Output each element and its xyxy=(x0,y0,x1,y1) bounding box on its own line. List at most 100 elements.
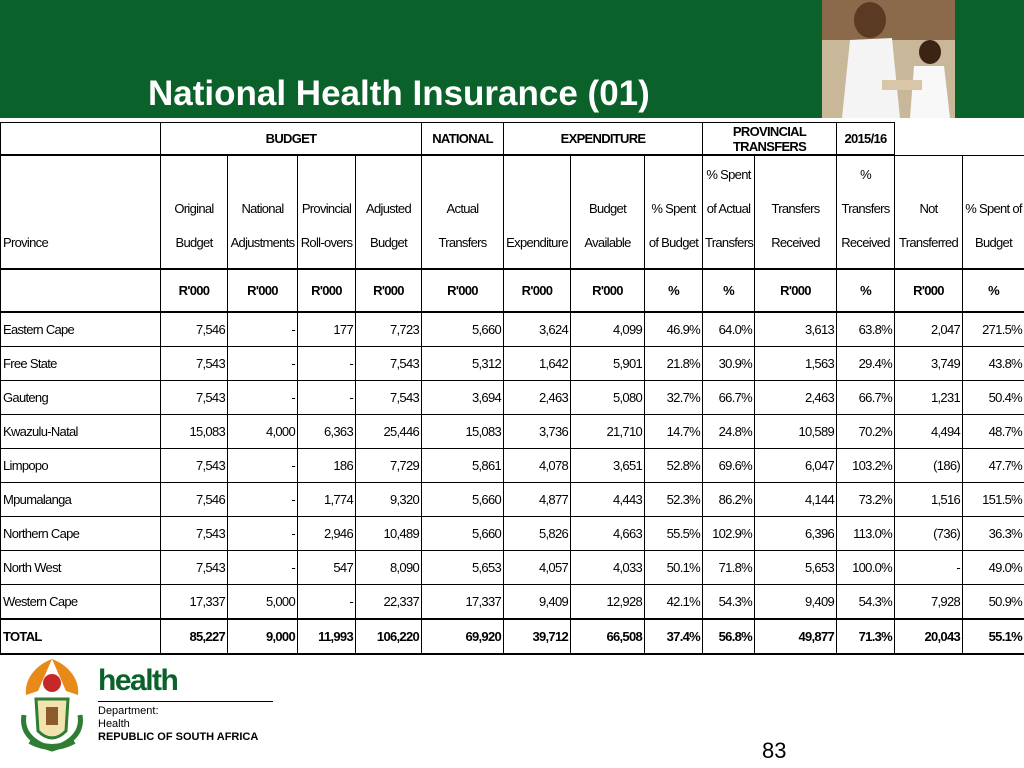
unit-cell: % xyxy=(644,268,704,313)
table-cell: - xyxy=(227,380,298,415)
table-cell: 66,508 xyxy=(570,618,646,655)
table-cell: 7,729 xyxy=(354,448,423,483)
unit-cell: R'000 xyxy=(354,268,423,313)
column-header: % Spent of Actual Transfers xyxy=(702,154,756,270)
table-cell: 50.4% xyxy=(962,380,1024,415)
table-row: North West 7,543-547 8,090 5,653 4,057 4,033 5… xyxy=(0,550,1024,585)
table-cell: 5,660 xyxy=(421,516,505,551)
row-label: Western Cape xyxy=(0,584,161,620)
table-cell: 1,774 xyxy=(297,482,356,517)
unit-cell: % xyxy=(702,268,756,313)
unit-cell: R'000 xyxy=(421,268,505,313)
table-cell: 21.8% xyxy=(644,346,704,381)
table-cell: 10,489 xyxy=(354,516,423,551)
table-cell: 5,826 xyxy=(503,516,572,551)
table-cell: 14.7% xyxy=(644,414,704,449)
table-cell: 151.5% xyxy=(962,482,1024,517)
table-cell: 1,642 xyxy=(503,346,572,381)
table-cell: 39,712 xyxy=(503,618,572,655)
table-cell: 106,220 xyxy=(354,618,423,655)
table-cell: 73.2% xyxy=(836,482,896,517)
table-cell: 7,543 xyxy=(160,550,228,585)
table-cell: - xyxy=(227,346,298,381)
column-header: Province xyxy=(0,154,161,270)
column-header: % Spent of Budget xyxy=(644,154,704,270)
table-cell: 3,624 xyxy=(503,311,572,347)
table-cell: 5,000 xyxy=(227,584,298,620)
table-cell: 5,653 xyxy=(421,550,505,585)
table-cell: 15,083 xyxy=(421,414,505,449)
table-cell: 177 xyxy=(297,311,356,347)
column-header: Transfers Received xyxy=(754,154,838,270)
column-header: Original Budget xyxy=(160,154,228,270)
table-cell: 4,663 xyxy=(570,516,646,551)
table-cell: 50.1% xyxy=(644,550,704,585)
column-header: Not Transferred xyxy=(894,154,964,270)
table-cell: 4,144 xyxy=(754,482,838,517)
table-cell: 55.5% xyxy=(644,516,704,551)
table-cell: 4,033 xyxy=(570,550,646,585)
table-cell: 7,543 xyxy=(160,516,228,551)
table-cell: - xyxy=(297,584,356,620)
table-cell: 66.7% xyxy=(836,380,896,415)
unit-cell: R'000 xyxy=(227,268,298,313)
table-cell: 30.9% xyxy=(702,346,756,381)
table-row: Limpopo 7,543-186 7,729 5,861 4,078 3,651 52.8… xyxy=(0,448,1024,483)
unit-cell: R'000 xyxy=(297,268,356,313)
table-cell: - xyxy=(894,550,964,585)
table-cell: 271.5% xyxy=(962,311,1024,347)
table-cell: 17,337 xyxy=(160,584,228,620)
table-cell: 102.9% xyxy=(702,516,756,551)
table-cell: 4,494 xyxy=(894,414,964,449)
country: REPUBLIC OF SOUTH AFRICA xyxy=(98,731,259,743)
header-photo xyxy=(822,0,955,118)
table-cell: 103.2% xyxy=(836,448,896,483)
table-cell: 10,589 xyxy=(754,414,838,449)
row-label: Northern Cape xyxy=(0,516,161,551)
column-header: % Transfers Received xyxy=(836,154,896,270)
blank-cell xyxy=(0,268,161,313)
table-cell: 66.7% xyxy=(702,380,756,415)
table-cell: 12,928 xyxy=(570,584,646,620)
table-cell: 15,083 xyxy=(160,414,228,449)
table-cell: 7,543 xyxy=(160,380,228,415)
column-header: National Adjustments xyxy=(227,154,298,270)
table-row: Mpumalanga 7,546-1,774 9,320 5,660 4,877 4,44… xyxy=(0,482,1024,517)
table-cell: 50.9% xyxy=(962,584,1024,620)
table-cell: 54.3% xyxy=(836,584,896,620)
table-row: Free State 7,543- -7,543 5,312 1,642 5,901 21.… xyxy=(0,346,1024,381)
table-cell: 71.3% xyxy=(836,618,896,655)
table-cell: 3,749 xyxy=(894,346,964,381)
table-cell: 7,543 xyxy=(160,346,228,381)
table-cell: 186 xyxy=(297,448,356,483)
table-cell: 37.4% xyxy=(644,618,704,655)
table-cell: 6,363 xyxy=(297,414,356,449)
group-header: BUDGET xyxy=(159,122,423,156)
table-cell: 4,057 xyxy=(503,550,572,585)
table-cell: 47.7% xyxy=(962,448,1024,483)
table-cell: 11,993 xyxy=(297,618,356,655)
table-cell: - xyxy=(297,346,356,381)
table-cell: 3,694 xyxy=(421,380,505,415)
table-cell: 49.0% xyxy=(962,550,1024,585)
row-label: North West xyxy=(0,550,161,585)
table-cell: 2,946 xyxy=(297,516,356,551)
unit-cell: % xyxy=(962,268,1024,313)
table-cell: 7,543 xyxy=(354,380,423,415)
unit-cell: % xyxy=(836,268,896,313)
column-header: Adjusted Budget xyxy=(354,154,423,270)
table-cell: 1,516 xyxy=(894,482,964,517)
column-header: Budget Available xyxy=(570,154,646,270)
table-cell: 6,047 xyxy=(754,448,838,483)
column-header: Provincial Roll-overs xyxy=(297,154,356,270)
coat-of-arms xyxy=(21,659,83,752)
department-name: Health xyxy=(98,718,130,730)
table-cell: 56.8% xyxy=(702,618,756,655)
table-cell: 17,337 xyxy=(421,584,505,620)
table-cell: 113.0% xyxy=(836,516,896,551)
table-cell: 7,546 xyxy=(160,482,228,517)
table-row: Kwazulu-Natal 15,083 4,000 6,363 25,446 15,08… xyxy=(0,414,1024,449)
table-cell: 1,231 xyxy=(894,380,964,415)
page-number: 83 xyxy=(762,738,787,763)
